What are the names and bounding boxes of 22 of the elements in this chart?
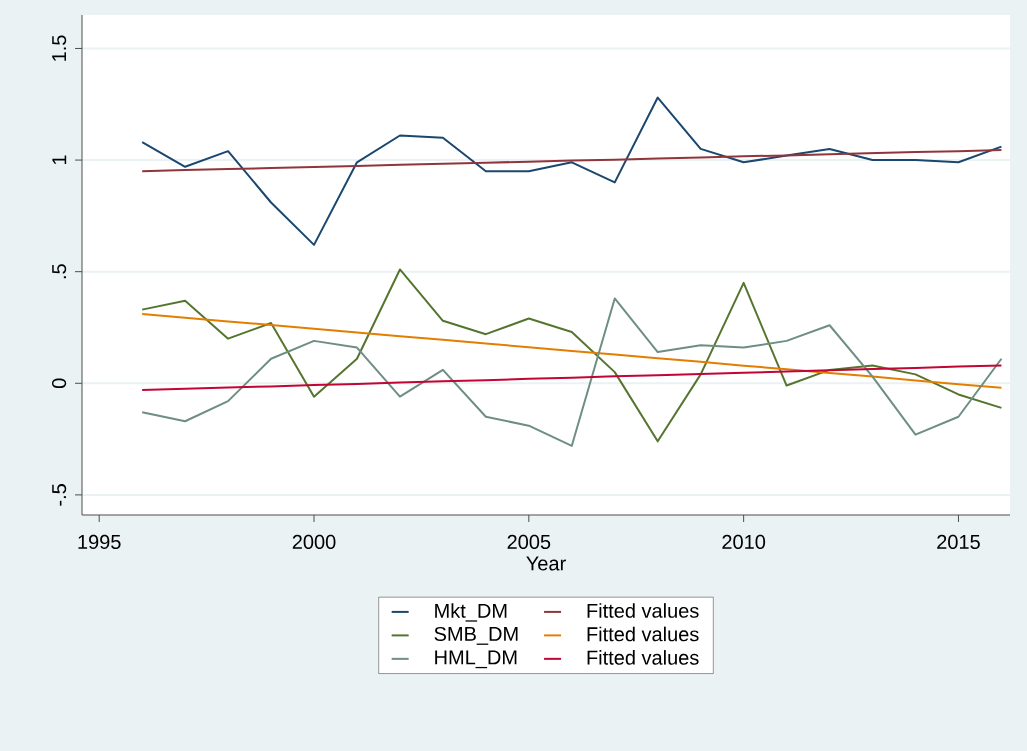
x-tick-label: 2000 [292, 534, 336, 550]
legend-label: Fitted values [587, 626, 699, 642]
y-tick-label: 1 [52, 155, 67, 165]
x-tick-label: 2010 [722, 534, 766, 550]
x-axis-title: Year [526, 556, 566, 571]
legend-label: HML_DM [435, 650, 517, 669]
x-tick-label: 2005 [507, 534, 551, 550]
y-tick-label: 0 [52, 378, 67, 389]
line-series [141, 313, 1003, 389]
legend-label: Fitted values [587, 650, 699, 665]
x-tick-label: 2015 [937, 534, 980, 550]
y-tick-label: .5 [52, 264, 67, 279]
line-series [141, 364, 1003, 391]
legend-label: Mkt_DM [435, 603, 507, 622]
line-series [141, 297, 1003, 447]
legend-label: Fitted values [587, 603, 699, 618]
x-tick-label: 1995 [78, 534, 121, 550]
line-series [141, 96, 1003, 246]
line-series [141, 268, 1003, 443]
y-tick-label: -.5 [52, 484, 67, 506]
y-tick-label: 1.5 [52, 35, 67, 61]
legend-label: SMB_DM [434, 626, 518, 645]
